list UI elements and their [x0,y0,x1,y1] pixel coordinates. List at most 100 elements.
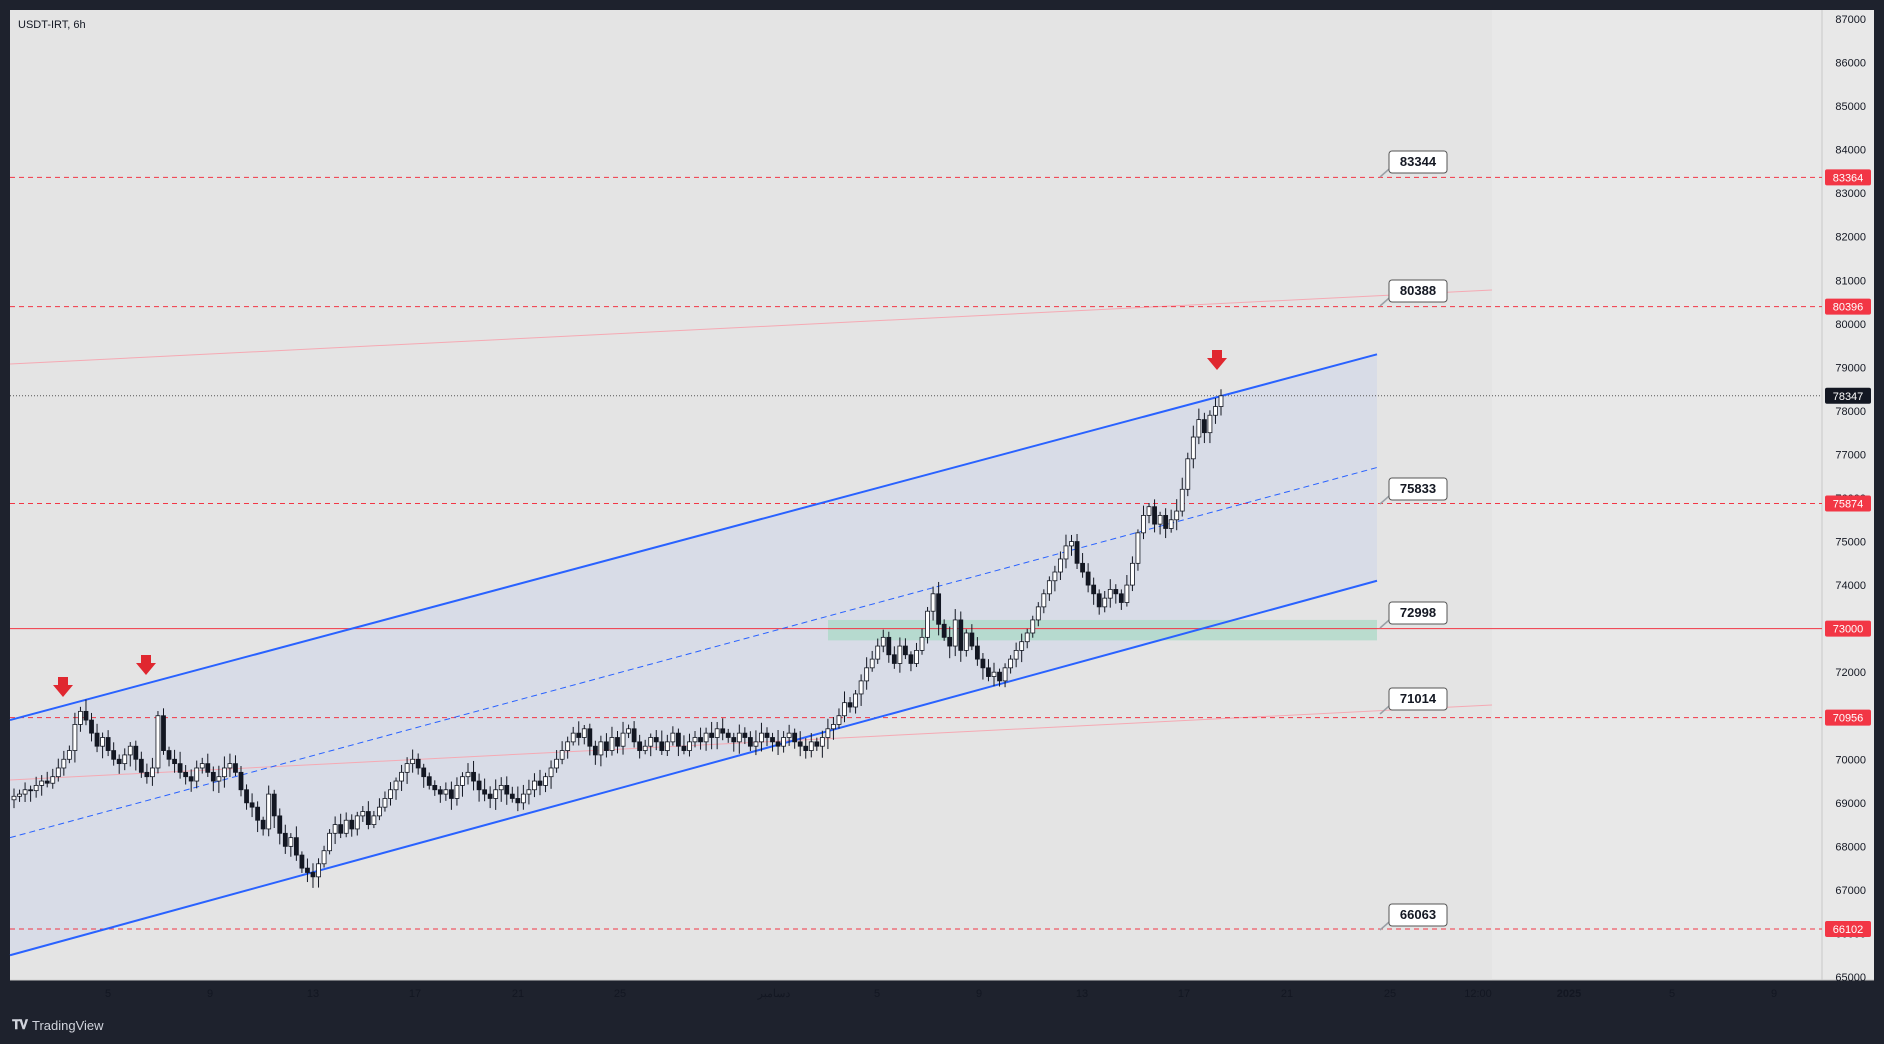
candle-body-down [908,654,914,664]
candle [1030,615,1036,638]
candle [703,727,709,751]
candle [166,746,172,767]
x-tick-label: 9 [207,988,213,1000]
symbol-title: USDT-IRT, 6h [18,19,86,31]
last-price-label: 78347 [1825,387,1871,404]
candle [604,733,609,758]
candle [1074,534,1080,569]
candle-body-up [869,658,875,669]
candle-body-down [886,636,892,656]
price-callout: 66063 [1379,903,1448,931]
candle [1152,499,1157,533]
candle-body-up [543,776,548,786]
candle [532,773,537,798]
candle [122,748,128,771]
candle [565,736,571,759]
candle [598,735,604,767]
candle-body-down [349,819,355,830]
candle [194,760,200,789]
candle-body-down [958,619,964,651]
candle-body-down [133,745,139,760]
x-tick-label: 9 [1771,988,1777,1000]
candle-body-up [39,780,45,786]
candle [537,769,543,796]
candle-body-up [598,741,604,756]
candle-body-up [1035,606,1041,621]
y-tick-label: 77000 [1835,449,1866,461]
candle-body-up [354,815,360,830]
candle [17,789,22,802]
candle-body-down [105,737,111,751]
candle [410,749,416,773]
candle [244,784,249,810]
candle-body-up [22,789,28,795]
candle [365,801,371,830]
candle-body-up [1069,541,1074,547]
candle-body-up [853,693,858,708]
candle-body-down [89,719,94,734]
candle-body-up [642,745,648,751]
candle-body-up [127,745,133,756]
candle [1091,577,1097,605]
candle [1190,425,1196,469]
candle-body-down [631,728,637,743]
candle [305,858,310,883]
candle [963,629,969,657]
x-tick-label: 13 [1076,988,1088,1000]
y-tick-label: 81000 [1835,275,1866,287]
candle-body-down [183,771,189,778]
candle [1096,589,1102,615]
candle [986,659,991,682]
candle [1185,452,1191,497]
candle [177,751,183,779]
callout-label: 71014 [1400,691,1437,706]
candle [664,734,670,756]
candle [764,727,770,747]
channel-lines[interactable] [9,353,1378,957]
candle-body-down [305,867,310,873]
candle-body-up [808,741,814,751]
candle [543,772,548,793]
candle-body-down [515,798,521,804]
candle [515,786,521,812]
candle-body-up [150,767,155,778]
candle-body-up [410,758,416,765]
candle-body-down [282,832,288,847]
candle [260,816,266,836]
candle-body-up [925,610,930,638]
candle [371,810,377,829]
candle [233,755,238,777]
candle [1218,389,1224,416]
candle-body-down [338,824,344,834]
candle-body-up [687,741,692,751]
channel-mid-line [9,467,1378,839]
candle [709,721,715,750]
candle [1130,556,1135,592]
brand-label: TradingView [32,1017,104,1033]
candle [1157,511,1163,535]
candle-body-up [1146,506,1152,516]
candle-body-up [914,650,919,664]
candle [388,782,393,806]
candle-body-up [1141,515,1146,534]
candle-body-down [941,623,947,638]
candle [576,721,582,746]
price-label-bg [1825,921,1871,938]
candle-body-up [1179,488,1185,512]
candle [886,631,892,663]
candle [936,581,942,636]
down-arrow-icon [136,655,156,675]
candle-body-down [299,854,305,869]
candle [620,721,626,755]
candle [443,782,449,801]
price-label-text: 70956 [1833,713,1864,725]
candle-body-up [1013,650,1019,660]
tradingview-logo[interactable]: 𝐓𝐕 TradingView [12,1017,104,1033]
candle-body-down [365,811,371,825]
support-zone [828,619,1377,641]
candle [282,824,288,854]
candle [133,740,139,771]
candle-body-up [377,806,382,817]
candle [1102,591,1108,613]
